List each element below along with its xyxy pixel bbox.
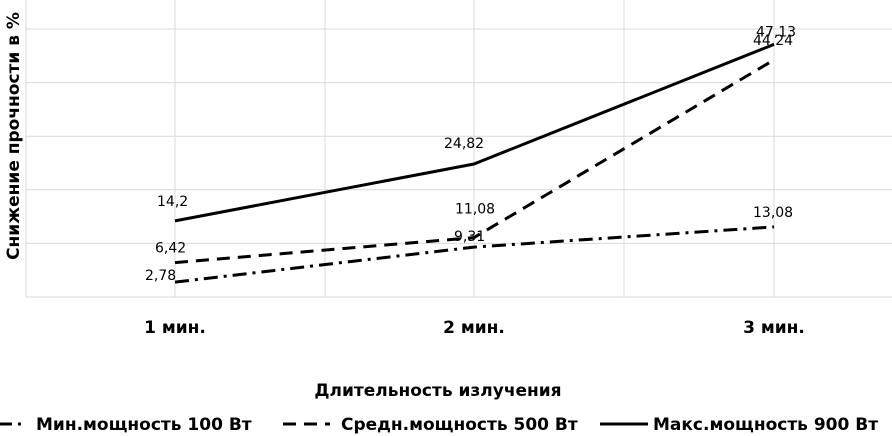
legend-item-mid: Средн.мощность 500 Вт bbox=[283, 415, 578, 435]
data-label: 9,31 bbox=[454, 229, 485, 245]
legend-label-mid: Средн.мощность 500 Вт bbox=[341, 415, 578, 435]
series-line-2 bbox=[174, 58, 775, 265]
data-label: 6,42 bbox=[155, 241, 186, 257]
legend-item-max: Макс.мощность 900 Вт bbox=[600, 415, 878, 435]
data-label: 24,82 bbox=[444, 136, 484, 152]
series-layer bbox=[174, 43, 775, 284]
data-label: 44,24 bbox=[753, 33, 793, 49]
series-line-1 bbox=[174, 225, 775, 284]
data-label: 11,08 bbox=[455, 202, 495, 218]
series-line-3 bbox=[174, 43, 775, 223]
x-tick-label: 2 мин. bbox=[443, 318, 505, 338]
x-tick-label: 1 мин. bbox=[144, 318, 206, 338]
legend-label-min: Мин.мощность 100 Вт bbox=[36, 415, 252, 435]
grid bbox=[25, 0, 892, 298]
data-label: 13,08 bbox=[753, 205, 793, 221]
data-label: 47,13 bbox=[756, 24, 796, 40]
x-tick-label: 3 мин. bbox=[743, 318, 805, 338]
y-axis-title: Снижение прочности в % bbox=[4, 12, 24, 260]
legend-label-max: Макс.мощность 900 Вт bbox=[653, 415, 878, 435]
data-labels: 2,78 9,31 13,08 6,42 11,08 44,24 14,2 24,82 47,1… bbox=[145, 24, 796, 284]
legend-item-min: Мин.мощность 100 Вт bbox=[0, 415, 252, 435]
x-axis-title: Длительность излучения bbox=[314, 381, 561, 401]
x-tick-labels: 1 мин. 2 мин. 3 мин. bbox=[144, 318, 805, 338]
data-label: 2,78 bbox=[145, 268, 176, 284]
legend: Мин.мощность 100 Вт Средн.мощность 500 В… bbox=[0, 415, 878, 435]
data-label: 14,2 bbox=[157, 194, 188, 210]
